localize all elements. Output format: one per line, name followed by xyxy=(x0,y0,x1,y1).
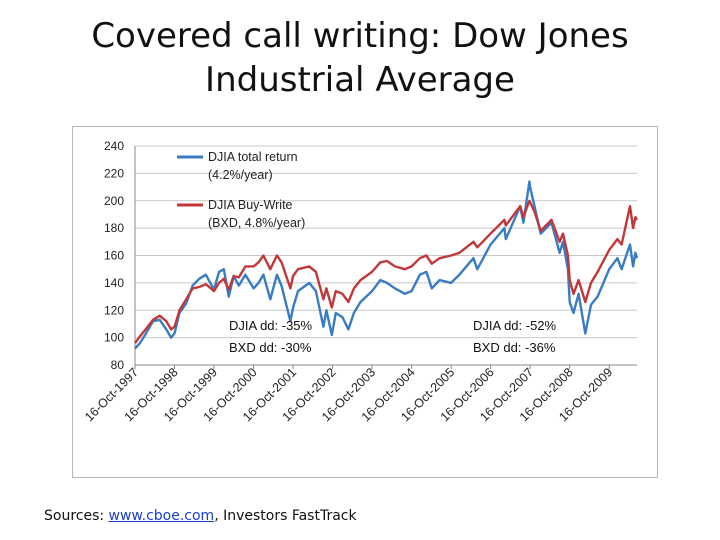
slide-title-line-1: Covered call writing: Dow Jones xyxy=(91,16,629,56)
slide-title: Covered call writing: Dow Jones Industri… xyxy=(0,14,720,102)
annotation-1-line2: BXD dd: -36% xyxy=(473,340,556,355)
legend-label-1: DJIA Buy-Write xyxy=(208,198,293,212)
y-tick-label-240: 240 xyxy=(104,139,124,153)
sources-link[interactable]: www.cboe.com xyxy=(108,508,215,524)
y-tick-label-80: 80 xyxy=(111,358,125,372)
sources-prefix: Sources: xyxy=(44,508,109,524)
annotations: DJIA dd: -35% BXD dd: -30% DJIA dd: -52% BX… xyxy=(229,318,557,355)
y-tick-label-120: 120 xyxy=(104,303,124,317)
x-axis: 16-Oct-199716-Oct-199816-Oct-199916-Oct-… xyxy=(82,364,637,424)
legend-label-0: DJIA total return xyxy=(208,150,298,164)
legend-sublabel-1: (BXD, 4.8%/year) xyxy=(208,216,305,230)
y-tick-label-200: 200 xyxy=(104,194,124,208)
line-chart: 80 100 120 140 160 180 200 220 240 16-Oct-199716… xyxy=(82,139,639,424)
series-line-1 xyxy=(134,199,639,344)
slide-title-line-2: Industrial Average xyxy=(205,60,515,100)
sources-note: Sources: www.cboe.com, Investors FastTra… xyxy=(44,508,357,524)
y-tick-label-180: 180 xyxy=(104,221,124,235)
legend: DJIA total return (4.2%/year) DJIA Buy-Wri… xyxy=(177,150,305,230)
annotation-1-line1: DJIA dd: -52% xyxy=(473,318,557,333)
annotation-0-line2: BXD dd: -30% xyxy=(229,340,312,355)
y-axis: 80 100 120 140 160 180 200 220 240 xyxy=(104,139,136,372)
sources-suffix: , Investors FastTrack xyxy=(214,508,357,524)
legend-sublabel-0: (4.2%/year) xyxy=(208,168,273,182)
series-layer xyxy=(134,180,639,350)
y-tick-label-220: 220 xyxy=(104,166,124,180)
chart-frame: 80 100 120 140 160 180 200 220 240 16-Oct-1997 16… xyxy=(72,126,658,478)
y-tick-label-160: 160 xyxy=(104,249,124,263)
y-tick-label-100: 100 xyxy=(104,331,124,345)
y-tick-label-140: 140 xyxy=(104,276,124,290)
annotation-0-line1: DJIA dd: -35% xyxy=(229,318,313,333)
